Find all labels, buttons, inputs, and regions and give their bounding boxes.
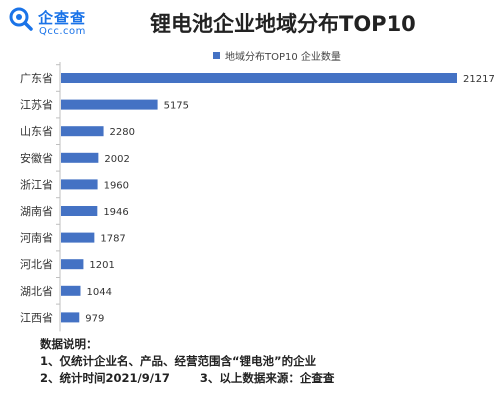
bar [61, 285, 81, 296]
category-label: 山东省 [20, 125, 53, 138]
data-notes: 数据说明： 1、仅统计企业名、产品、经营范围含“锂电池”的企业 2、统计时间20… [40, 336, 334, 387]
notes-line-2: 2、统计时间2021/9/17 3、以上数据来源：企查查 [40, 370, 334, 387]
category-label: 湖北省 [20, 285, 53, 298]
bar-value-label: 21217 [463, 74, 495, 85]
category-label: 江苏省 [20, 99, 53, 112]
bar [61, 312, 80, 323]
bar-value-label: 1044 [86, 287, 111, 298]
bar [61, 152, 99, 163]
bar [61, 179, 98, 190]
category-label: 广东省 [20, 72, 53, 85]
category-label: 浙江省 [20, 178, 53, 191]
bar [61, 232, 95, 243]
category-label: 河北省 [20, 258, 53, 271]
chart-title: 锂电池企业地域分布TOP10 [150, 12, 416, 36]
bar-value-label: 1960 [104, 180, 129, 191]
category-label: 安徽省 [20, 151, 53, 165]
category-label: 河南省 [20, 232, 53, 245]
bar-value-label: 2280 [110, 127, 135, 138]
bar-value-label: 979 [85, 313, 104, 324]
notes-date: 2、统计时间2021/9/17 [40, 371, 170, 385]
notes-heading: 数据说明： [40, 337, 98, 351]
chart-legend: 地域分布TOP10 企业数量 [213, 48, 341, 63]
bar-value-label: 1201 [89, 260, 114, 271]
bar-value-label: 1787 [100, 234, 125, 245]
logo-domain: Qcc.com [39, 26, 86, 37]
category-label: 湖南省 [20, 205, 53, 218]
legend-swatch [213, 52, 220, 59]
bar-value-label: 5175 [164, 101, 189, 112]
qcc-logo: 企查查 Qcc.com [8, 6, 128, 40]
logo-brand-name: 企查查 [38, 9, 87, 27]
bar [61, 259, 84, 270]
notes-line-1: 1、仅统计企业名、产品、经营范围含“锂电池”的企业 [40, 354, 317, 368]
bar [61, 73, 457, 83]
bar [61, 126, 104, 137]
bar [61, 206, 98, 216]
bar-value-label: 2002 [104, 154, 129, 165]
bar-chart: 广东省 21217 江苏省 5175 山东省 2280 安徽省 2002 浙江省 1960 湖南省 1… [20, 62, 495, 332]
category-label: 江西省 [20, 311, 53, 324]
notes-source: 3、以上数据来源：企查查 [199, 371, 335, 385]
logo-magnifier-icon [9, 7, 33, 31]
bar-value-label: 1946 [103, 207, 128, 218]
legend-label: 地域分布TOP10 企业数量 [225, 52, 341, 63]
bar [61, 99, 158, 110]
